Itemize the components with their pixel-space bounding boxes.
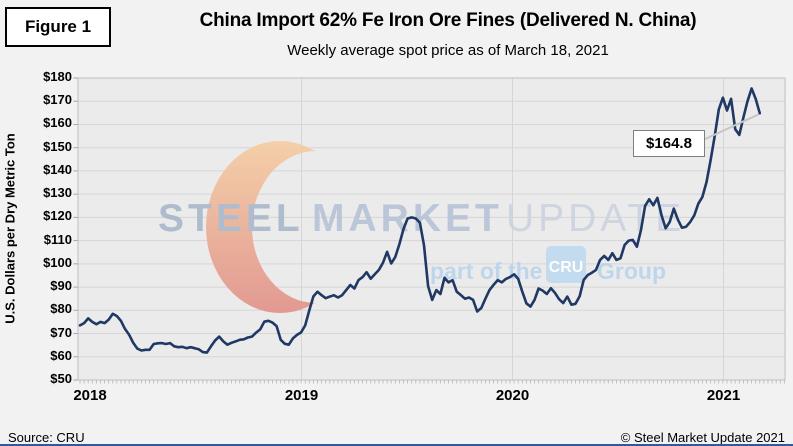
y-tick-label: $180 [43, 69, 72, 84]
y-tick-label: $90 [50, 278, 72, 294]
y-tick-label: $60 [50, 347, 72, 363]
y-tick-label: $120 [43, 208, 72, 224]
annotation-leader-line [702, 113, 760, 141]
figure-label: Figure 1 [24, 17, 92, 36]
cru-logo-icon [546, 246, 586, 283]
plot-border [77, 77, 786, 381]
y-tick-label: $80 [50, 301, 72, 317]
last-price-value: $164.8 [646, 135, 692, 152]
x-tick-label: 2019 [284, 387, 319, 404]
y-tick-label: $100 [43, 254, 72, 270]
watermark-market: MARKET [312, 197, 503, 240]
figure-label-box: Figure 1 [5, 7, 111, 47]
source-note: Source: CRU [8, 430, 85, 445]
y-tick-label: $70 [50, 324, 72, 340]
copyright-note: © Steel Market Update 2021 [620, 430, 785, 445]
y-tick-label: $130 [43, 185, 72, 201]
axis-tick-marks [73, 77, 785, 384]
watermark-part-of-the: part of the [430, 258, 542, 284]
y-tick-label: $50 [50, 371, 72, 386]
watermark-steel: STEEL [158, 197, 304, 240]
gridlines [78, 78, 785, 380]
y-tick-label: $140 [43, 161, 72, 177]
price-series-line [78, 87, 762, 354]
y-tick-label: $160 [43, 115, 72, 131]
y-tick-label: $150 [43, 138, 72, 154]
y-tick-label: $170 [43, 92, 72, 108]
x-tick-label: 2021 [706, 387, 741, 404]
y-tick-label: $110 [43, 231, 72, 247]
plot-area [78, 78, 785, 380]
crescent-logo-icon [200, 135, 364, 321]
page-subtitle: Weekly average spot price as of March 18… [287, 42, 609, 59]
page-title: China Import 62% Fe Iron Ore Fines (Deli… [199, 10, 697, 31]
x-tick-label: 2020 [495, 387, 530, 404]
watermark: STEEL MARKET UPDATE part of the CRU Grou… [158, 135, 681, 321]
watermark-group: Group [597, 258, 666, 284]
watermark-cru: CRU [549, 259, 584, 276]
last-price-callout: $164.8 [633, 130, 705, 157]
x-tick-label: 2018 [73, 387, 107, 404]
